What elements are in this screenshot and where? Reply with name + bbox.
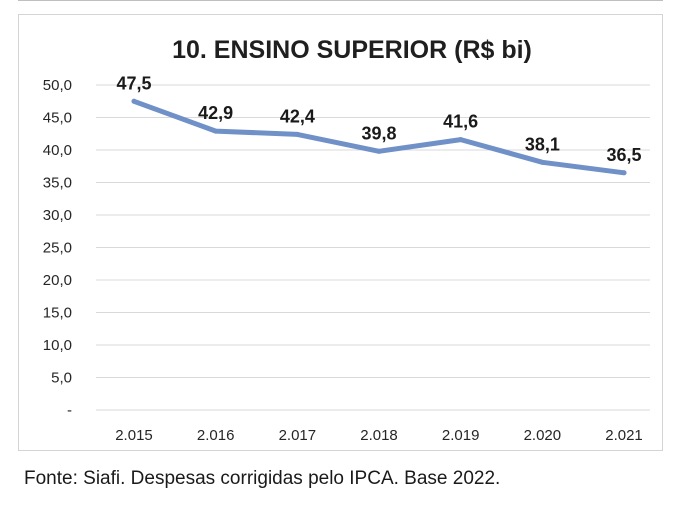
y-axis-tick-labels: - 5,0 10,0 15,0 20,0 25,0 30,0 35,0 40,0 45,0 50,0 (43, 77, 72, 419)
data-label: 42,4 (280, 106, 315, 126)
y-tick-label: 15,0 (43, 305, 72, 322)
x-tick-label: 2.020 (524, 427, 562, 444)
y-tick-label: 10,0 (43, 337, 72, 354)
data-point (294, 131, 300, 137)
x-tick-label: 2.017 (279, 427, 317, 444)
data-label: 38,1 (525, 134, 560, 154)
y-tick-label: 40,0 (43, 142, 72, 159)
data-point (131, 98, 137, 104)
top-rule (18, 0, 663, 1)
source-note: Fonte: Siafi. Despesas corrigidas pelo I… (24, 468, 501, 489)
y-tick-label: 30,0 (43, 207, 72, 224)
data-label: 42,9 (198, 103, 233, 123)
data-point (458, 137, 464, 143)
y-tick-label: 50,0 (43, 77, 72, 94)
x-tick-label: 2.016 (197, 427, 235, 444)
data-point (539, 159, 545, 165)
data-label: 39,8 (361, 123, 396, 143)
data-point (376, 148, 382, 154)
data-label: 47,5 (116, 73, 151, 93)
series-line-group (131, 98, 627, 176)
data-point (213, 128, 219, 134)
gridlines (96, 84, 650, 411)
y-tick-label: - (67, 402, 72, 419)
y-tick-label: 25,0 (43, 240, 72, 257)
y-tick-label: 5,0 (51, 370, 72, 387)
data-point (621, 170, 627, 176)
chart-title: 10. ENSINO SUPERIOR (R$ bi) (172, 36, 532, 64)
data-labels: 47,5 42,9 42,4 39,8 41,6 38,1 36,5 (116, 73, 641, 165)
x-axis-tick-labels: 2.015 2.016 2.017 2.018 2.019 2.020 2.021 (115, 427, 643, 444)
x-tick-label: 2.015 (115, 427, 153, 444)
x-tick-label: 2.019 (442, 427, 480, 444)
data-label: 36,5 (606, 145, 641, 165)
y-tick-label: 20,0 (43, 272, 72, 289)
y-tick-label: 45,0 (43, 110, 72, 127)
x-tick-label: 2.021 (605, 427, 643, 444)
y-tick-label: 35,0 (43, 175, 72, 192)
chart-frame (18, 14, 663, 451)
data-label: 41,6 (443, 112, 478, 132)
x-tick-label: 2.018 (360, 427, 398, 444)
